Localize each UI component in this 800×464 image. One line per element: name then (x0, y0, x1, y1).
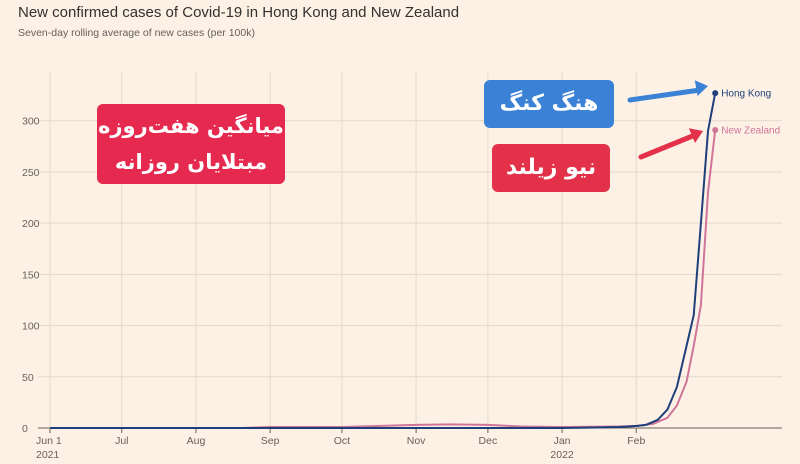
y-tick-label: 200 (22, 218, 40, 230)
x-tick-label: Sep (261, 435, 280, 447)
y-tick-label: 50 (22, 372, 34, 384)
new-zealand-annotation: نیو زیلند (492, 144, 610, 192)
annotation-line-1: میانگین هفت‌روزه (98, 114, 284, 138)
hong-kong-annotation: هنگ کنگ (484, 80, 614, 128)
x-tick-year-label: 2022 (550, 449, 574, 461)
rolling-average-annotation: میانگین هفت‌روزه مبتلایان روزانه (97, 104, 285, 184)
x-tick-label: Jan (554, 435, 571, 447)
hong-kong-end-point (712, 90, 719, 97)
x-tick-label: Jul (115, 435, 128, 447)
new-zealand-end-point (712, 126, 719, 133)
annotation-line-2: مبتلایان روزانه (114, 150, 268, 174)
new-zealand-series-label: New Zealand (721, 125, 780, 136)
new-zealand-arrow-icon-shaft (638, 132, 698, 160)
x-tick-label: Dec (479, 435, 498, 447)
y-tick-label: 250 (22, 167, 40, 179)
y-tick-label: 300 (22, 116, 40, 128)
x-tick-label: Feb (627, 435, 645, 447)
x-tick-label: Jun 1 (36, 435, 62, 447)
new-zealand-arrow-icon-head (688, 128, 703, 144)
label-layer: Hong Kong New Zealand (721, 89, 780, 137)
chart-title: New confirmed cases of Covid-19 in Hong … (18, 4, 460, 21)
x-tick-label: Oct (334, 435, 350, 447)
hong-kong-arrow-icon-shaft (627, 87, 703, 103)
hong-kong-series-label: Hong Kong (721, 89, 771, 100)
series-layer (50, 90, 719, 429)
arrow-layer (627, 80, 708, 160)
x-tick-year-label: 2021 (36, 449, 60, 461)
new-zealand-arrow-icon (638, 128, 703, 160)
x-tick-label: Nov (407, 435, 426, 447)
y-tick-label: 100 (22, 321, 40, 333)
hong-kong-arrow-icon (627, 80, 708, 103)
hong-kong-line (50, 92, 717, 429)
axis-layer: 0 50 100 150 200 250 300 Jun 1 2021 Jul Aug Sep Oct N… (22, 116, 645, 461)
hong-kong-arrow-icon-head (694, 80, 708, 96)
x-tick-label: Aug (187, 435, 206, 447)
y-tick-label: 0 (22, 423, 28, 435)
y-tick-label: 150 (22, 269, 40, 281)
chart-subtitle: Seven-day rolling average of new cases (… (18, 27, 255, 39)
